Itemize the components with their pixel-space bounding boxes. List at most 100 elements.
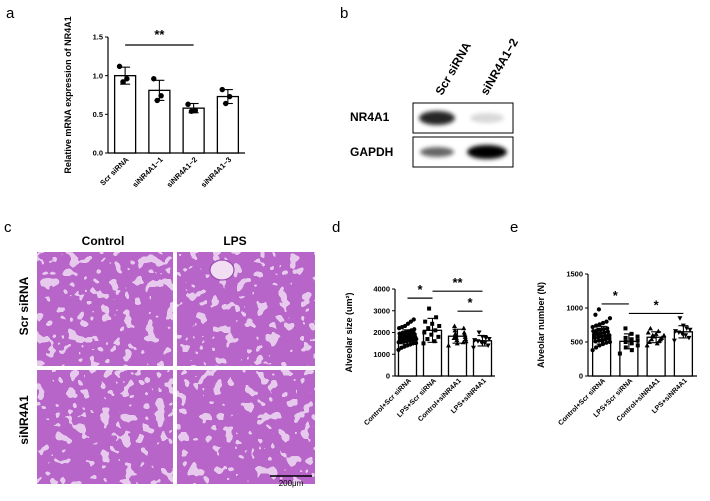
data-point: [486, 337, 492, 342]
data-point: [472, 338, 478, 343]
data-point: [219, 86, 225, 93]
data-point: [434, 315, 439, 320]
data-point: [414, 336, 419, 342]
data-point: [593, 323, 599, 328]
histo-col-label-lps: LPS: [223, 234, 246, 248]
data-point: [607, 339, 613, 345]
y-tick-label: 1000: [373, 350, 390, 359]
data-point: [600, 338, 605, 343]
significance-label: *: [654, 297, 660, 312]
data-point: [604, 319, 609, 324]
blot-band-gapdh-sinr4a1: [467, 145, 507, 159]
y-axis-title: Alveolar number (N): [536, 282, 546, 368]
data-point: [596, 307, 602, 312]
data-point: [479, 334, 485, 340]
data-point: [405, 321, 411, 326]
x-tick-label: Control+siNR4A1: [417, 377, 463, 423]
data-point: [593, 339, 598, 344]
data-point: [647, 325, 653, 331]
y-axis-title: Relative mRNA expression of NR4A1: [63, 16, 73, 173]
data-point: [413, 340, 419, 346]
data-point: [437, 323, 442, 328]
data-point: [679, 331, 685, 337]
data-point: [653, 331, 659, 336]
y-tick-label: 500: [570, 338, 583, 347]
data-point: [482, 341, 488, 346]
data-point: [593, 312, 598, 317]
data-point: [396, 340, 401, 345]
data-point: [433, 328, 438, 333]
data-point: [629, 337, 634, 342]
x-tick-label: Scr siRNA: [98, 155, 131, 188]
data-point: [607, 333, 612, 338]
data-point: [601, 326, 606, 332]
data-point: [649, 336, 655, 342]
significance-label: *: [417, 282, 423, 297]
data-point: [629, 348, 634, 353]
data-point: [430, 321, 435, 326]
data-point: [399, 337, 404, 343]
data-point: [672, 329, 678, 334]
data-point: [185, 101, 191, 107]
data-point: [429, 332, 434, 337]
histo-row-label-scr: Scr siRNA: [17, 276, 31, 335]
data-point: [604, 340, 609, 345]
data-point: [645, 329, 651, 335]
data-point: [658, 336, 664, 342]
data-point: [687, 327, 693, 333]
data-point: [605, 326, 610, 331]
data-point: [607, 336, 612, 341]
significance-label: **: [154, 27, 165, 42]
data-point: [607, 316, 613, 321]
x-tick-label: Control+Scr siRNA: [557, 377, 607, 427]
data-point: [623, 345, 628, 350]
data-point: [476, 330, 482, 335]
data-point: [683, 333, 689, 338]
blot-band-nr4a1-scr: [419, 111, 455, 125]
data-point: [452, 327, 458, 333]
y-tick-label: 0.5: [93, 110, 103, 119]
data-point: [654, 340, 660, 346]
data-point: [399, 334, 404, 339]
data-point: [226, 93, 233, 100]
data-point: [223, 100, 229, 107]
data-point: [629, 331, 634, 336]
data-point: [596, 327, 601, 332]
data-point: [396, 347, 401, 353]
histology-grid: Control LPS Scr siRNA siNR4A1 200μm: [17, 234, 315, 488]
data-point: [401, 332, 407, 337]
data-point: [590, 348, 595, 353]
y-tick-label: 2000: [373, 328, 390, 337]
data-point: [478, 340, 484, 345]
data-point: [422, 330, 427, 335]
data-point: [402, 323, 408, 329]
data-point: [432, 339, 437, 344]
data-point: [402, 335, 407, 341]
data-point: [599, 334, 604, 339]
data-point: [676, 330, 682, 335]
data-point: [635, 334, 640, 339]
histo-col-label-control: Control: [82, 234, 125, 248]
histo-image-lps-scr: [177, 252, 315, 366]
data-point: [600, 320, 606, 326]
data-point: [597, 322, 602, 327]
blot-row-label-nr4a1: NR4A1: [350, 110, 390, 124]
blot-row-label-gapdh: GAPDH: [350, 145, 393, 159]
x-tick-label: siNR4A1−3: [199, 155, 233, 189]
data-point: [680, 323, 686, 329]
data-point: [655, 328, 661, 334]
chart-alveolar-number: 0 500 1000 1500 Alveolar number (N) Control+S…: [536, 270, 697, 427]
data-point: [603, 335, 608, 341]
chart-relative-mrna-expression: 0.0 0.5 1.0 1.5 Relative mRNA expression of …: [63, 16, 245, 189]
data-point: [460, 339, 466, 345]
data-point: [686, 335, 692, 341]
data-point: [471, 345, 476, 351]
histo-row-label-sinr4a1: siNR4A1: [17, 395, 31, 445]
data-point: [116, 63, 123, 70]
data-point: [617, 351, 622, 356]
data-point: [590, 324, 595, 330]
y-tick-label: 1500: [566, 270, 583, 279]
data-point: [602, 330, 607, 335]
y-tick-label: 1.5: [93, 33, 103, 42]
